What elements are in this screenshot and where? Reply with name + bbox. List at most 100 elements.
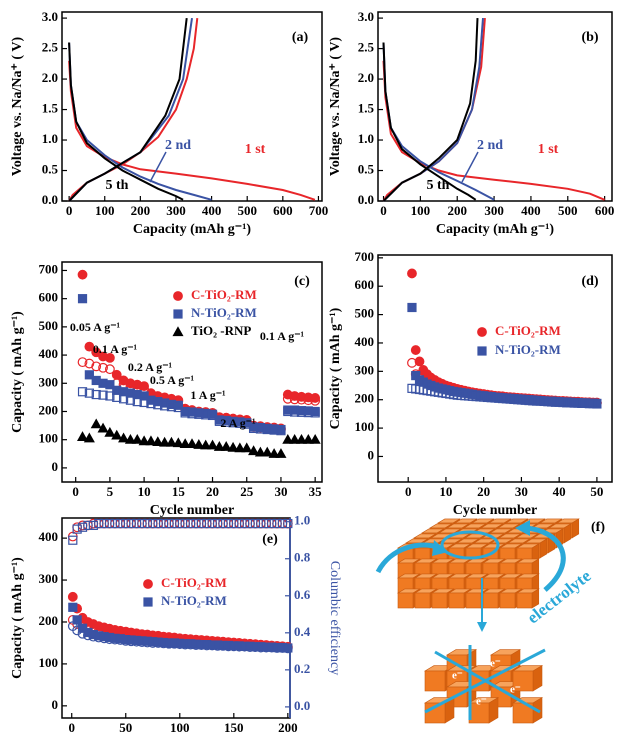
x-tick-label: 200 — [278, 720, 298, 735]
data-point — [248, 423, 259, 434]
data-point — [132, 397, 142, 407]
data-point — [180, 518, 190, 529]
data-point — [77, 269, 88, 280]
y-tick-label: 600 — [355, 277, 375, 292]
data-point — [290, 407, 300, 417]
y-tick-label: 1.0 — [42, 131, 58, 146]
x-tick-label: 10 — [439, 484, 452, 499]
y2-tick-label: 1.0 — [294, 513, 310, 528]
data-point — [105, 380, 115, 390]
data-point — [98, 362, 108, 373]
data-point — [310, 395, 321, 406]
x-tick-label: 10 — [138, 484, 151, 499]
panel-label: (d) — [581, 274, 598, 289]
data-point — [229, 518, 239, 529]
legend-marker — [477, 346, 487, 356]
annotation-pointer — [461, 151, 479, 183]
y-tick-label: 0 — [368, 447, 375, 462]
data-point — [104, 352, 115, 363]
data-point — [72, 522, 83, 533]
data-point — [146, 398, 156, 409]
cube-front — [414, 592, 431, 609]
panel-label: (c) — [294, 274, 310, 289]
electron-label: e⁻ — [476, 696, 487, 708]
conduction-lines — [424, 645, 546, 720]
plot-frame — [61, 517, 291, 719]
y-tick-label: 0 — [52, 459, 59, 474]
data-point — [152, 436, 164, 447]
x-tick-label: 0 — [68, 720, 75, 735]
data-point — [245, 518, 255, 529]
data-point — [91, 361, 102, 372]
curve — [68, 17, 212, 202]
x-tick-label: 0 — [72, 484, 79, 499]
x-tick-label: 200 — [447, 203, 467, 218]
annotation: 0.5 A g⁻¹ — [150, 373, 195, 387]
x-tick-label: 300 — [166, 203, 186, 218]
data-point — [159, 436, 171, 447]
y-tick-label: 1.5 — [358, 101, 375, 116]
data-point — [207, 439, 219, 450]
data-point — [228, 418, 238, 428]
data-point — [180, 408, 190, 418]
data-point — [131, 433, 143, 444]
electron-label: e⁻ — [510, 684, 521, 696]
y-tick-label: 400 — [355, 334, 375, 349]
x-tick-label: 500 — [558, 203, 578, 218]
y2-tick-label: 0.2 — [294, 661, 310, 676]
y2-tick-label: 0.4 — [294, 624, 311, 639]
panel-label: (e) — [262, 532, 278, 547]
y-tick-label: 500 — [355, 306, 375, 321]
data-point — [68, 535, 78, 545]
data-point — [72, 524, 82, 534]
flow-loop — [440, 530, 500, 560]
flow-arrow — [524, 525, 566, 592]
panel-label: (b) — [581, 30, 598, 45]
cube-front — [482, 592, 499, 609]
x-tick-label: 5 — [107, 484, 114, 499]
electron-label: e⁻ — [490, 658, 501, 670]
data-point — [407, 302, 417, 313]
legend-marker — [173, 309, 183, 319]
y-tick-label: 0.5 — [358, 162, 375, 177]
cube-front — [512, 670, 534, 692]
legend-marker — [173, 291, 183, 301]
data-point — [185, 518, 196, 529]
x-tick-label: 0 — [380, 203, 387, 218]
x-tick-label: 30 — [274, 484, 287, 499]
curve — [382, 18, 495, 202]
data-point — [201, 410, 211, 420]
data-point — [261, 446, 273, 457]
y-tick-label: 3.0 — [358, 9, 374, 24]
legend-label: C-TiO₂-RM — [495, 323, 561, 338]
data-point — [187, 409, 197, 419]
data-point — [289, 394, 300, 405]
data-point — [172, 437, 184, 448]
data-point — [282, 433, 294, 444]
y-tick-label: 2.5 — [42, 40, 59, 55]
data-point — [295, 433, 307, 444]
annotation: 2 A g⁻¹ — [220, 416, 256, 430]
data-point — [104, 364, 115, 375]
data-point — [213, 441, 225, 451]
data-point — [91, 347, 102, 358]
data-point — [196, 518, 206, 529]
annotation: 0.1 A g⁻¹ — [260, 329, 305, 343]
x-tick-label: 40 — [553, 484, 566, 499]
y-tick-label: 200 — [355, 391, 375, 406]
data-point — [407, 357, 417, 368]
data-point — [283, 643, 293, 653]
legend-label: N-TiO₂-RM — [161, 593, 227, 608]
y-tick-label: 600 — [39, 290, 59, 305]
data-point — [261, 518, 271, 529]
data-point — [194, 409, 204, 419]
data-point — [77, 357, 88, 368]
data-point — [207, 518, 217, 529]
data-point — [166, 402, 177, 412]
data-point — [77, 431, 89, 441]
data-point — [165, 436, 177, 447]
data-point — [138, 435, 150, 446]
data-point — [202, 518, 212, 529]
data-point — [111, 429, 123, 440]
